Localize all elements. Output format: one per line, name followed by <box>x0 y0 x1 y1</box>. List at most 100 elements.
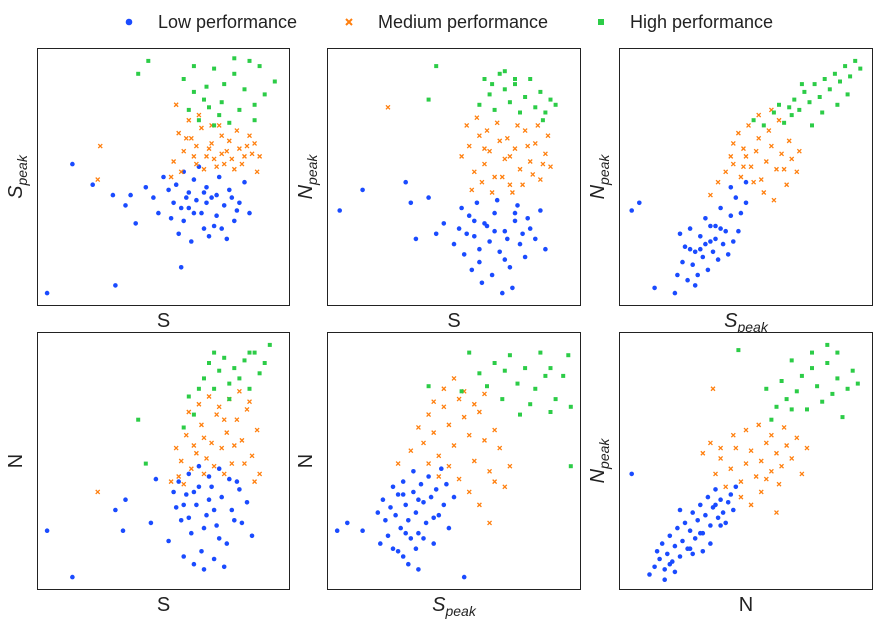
y-axis-label: Npeak <box>587 154 612 200</box>
point-medium-32 <box>499 174 505 180</box>
point-low-21 <box>199 210 204 216</box>
point-medium-10 <box>451 443 457 448</box>
point-low-45 <box>196 484 202 490</box>
point-high-19 <box>568 404 573 409</box>
point-low-43 <box>201 190 207 195</box>
point-high-16 <box>543 110 548 115</box>
point-low-22 <box>725 252 731 257</box>
point-high-25 <box>191 64 196 69</box>
point-medium-2 <box>715 179 721 185</box>
plot-points <box>337 64 558 296</box>
point-high-18 <box>848 74 853 79</box>
point-medium-6 <box>743 153 749 159</box>
point-high-21 <box>490 82 495 87</box>
point-low-33 <box>728 492 734 497</box>
point-low-44 <box>224 236 230 242</box>
point-high-12 <box>533 386 538 391</box>
point-low-4 <box>120 528 126 533</box>
point-low-42 <box>201 525 207 531</box>
point-medium-15 <box>774 450 779 456</box>
point-high-21 <box>502 368 507 373</box>
point-low-1 <box>334 528 340 533</box>
point-low-30 <box>237 200 242 206</box>
plot-frame <box>37 332 290 590</box>
legend-marker-high <box>598 19 604 25</box>
point-high-14 <box>257 64 262 69</box>
point-medium-19 <box>794 435 800 441</box>
point-low-16 <box>406 518 411 523</box>
point-low-10 <box>692 249 698 255</box>
point-low-28 <box>695 272 700 278</box>
point-medium-16 <box>532 141 538 146</box>
point-low-18 <box>690 510 695 515</box>
point-low-2 <box>647 572 652 577</box>
point-low-2 <box>113 283 118 288</box>
point-low-27 <box>713 487 718 492</box>
point-high-2 <box>764 386 769 391</box>
point-low-43 <box>216 536 222 541</box>
point-high-21 <box>810 350 814 355</box>
point-low-46 <box>211 507 217 513</box>
point-high-13 <box>247 58 252 63</box>
point-medium-33 <box>231 166 237 172</box>
point-medium-5 <box>426 412 432 418</box>
point-medium-5 <box>183 432 189 438</box>
point-low-8 <box>426 195 431 200</box>
point-low-19 <box>738 210 744 216</box>
point-medium-23 <box>216 122 222 128</box>
point-low-13 <box>398 525 403 531</box>
point-high-23 <box>835 350 840 355</box>
point-low-16 <box>209 484 214 490</box>
point-high-19 <box>227 120 232 125</box>
point-low-2 <box>345 520 350 526</box>
point-low-34 <box>201 567 207 572</box>
point-low-8 <box>173 505 179 510</box>
scatter-panel-1: S Speak <box>1 48 290 347</box>
point-high-16 <box>838 79 842 84</box>
point-high-8 <box>212 386 217 391</box>
point-high-8 <box>794 389 799 394</box>
point-medium-13 <box>779 151 785 157</box>
point-medium-11 <box>507 182 513 188</box>
point-high-6 <box>784 397 789 402</box>
point-high-20 <box>518 412 522 417</box>
point-medium-30 <box>446 463 452 469</box>
point-low-13 <box>708 239 713 244</box>
point-low-5 <box>675 272 680 278</box>
point-medium-26 <box>236 388 242 394</box>
point-medium-41 <box>219 151 225 157</box>
point-low-44 <box>472 218 477 224</box>
point-low-8 <box>682 244 688 249</box>
point-medium-17 <box>244 406 250 412</box>
point-low-15 <box>403 502 408 508</box>
point-high-21 <box>212 350 217 355</box>
point-low-40 <box>431 515 436 521</box>
point-high-14 <box>533 105 538 110</box>
point-medium-21 <box>474 115 480 121</box>
point-medium-27 <box>257 153 263 159</box>
point-medium-16 <box>244 143 250 149</box>
point-low-27 <box>700 254 706 260</box>
point-medium-2 <box>459 153 465 159</box>
point-low-37 <box>416 567 421 572</box>
point-high-24 <box>789 113 794 118</box>
point-medium-11 <box>768 143 774 149</box>
y-axis-label: Npeak <box>587 438 612 484</box>
point-high-19 <box>850 368 855 373</box>
point-medium-22 <box>431 399 437 405</box>
point-low-17 <box>181 218 186 224</box>
point-low-44 <box>181 502 186 508</box>
point-high-10 <box>513 82 517 87</box>
point-low-27 <box>433 487 439 492</box>
point-low-26 <box>533 236 538 242</box>
point-low-17 <box>728 213 734 218</box>
point-high-13 <box>822 77 827 81</box>
point-high-5 <box>485 384 489 389</box>
legend-item-high: High performance <box>596 10 773 34</box>
point-low-22 <box>512 218 518 224</box>
point-low-39 <box>416 497 421 502</box>
point-low-14 <box>680 538 685 544</box>
point-high-16 <box>196 118 201 123</box>
point-high-1 <box>136 71 141 76</box>
point-low-2 <box>637 200 642 206</box>
